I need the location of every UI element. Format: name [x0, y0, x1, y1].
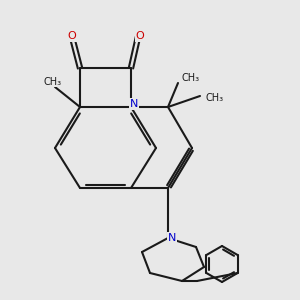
Text: N: N: [130, 99, 138, 109]
Text: O: O: [68, 31, 76, 41]
Text: N: N: [168, 233, 176, 243]
Text: CH₃: CH₃: [205, 93, 223, 103]
Text: CH₃: CH₃: [181, 73, 199, 83]
Text: CH₃: CH₃: [44, 77, 62, 87]
Text: O: O: [136, 31, 144, 41]
